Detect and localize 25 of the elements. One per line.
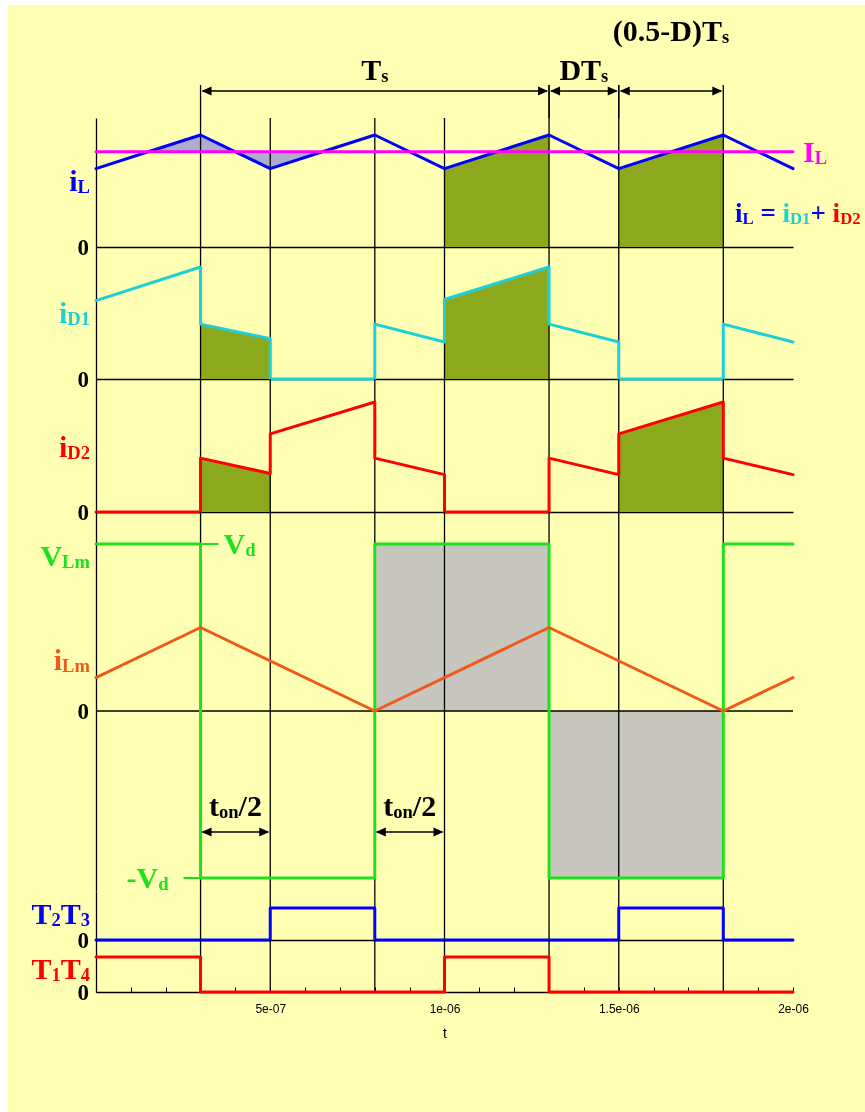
annotation: -V$_{d}$ [126, 861, 170, 894]
series-label: i$_{Lm}$ [53, 642, 91, 676]
series-label: V$_{Lm}$ [40, 539, 91, 572]
series-label: i$_{D2}$ [58, 430, 90, 463]
annotation: i$_{L}$ = i$_{D1}$+ i$_{D2}$ [735, 198, 861, 228]
ref-line-label: 0 [77, 699, 89, 724]
x-tick-label: 2e-06 [778, 1001, 810, 1016]
text: 0 [77, 367, 89, 392]
text: 0 [77, 235, 89, 260]
x-tick-label: 5e-07 [255, 1001, 287, 1016]
annotation: V$_{d}$ [223, 527, 257, 560]
text: 0 [77, 928, 89, 953]
text: DT$_{s}$ [559, 53, 609, 86]
series-label: I$_{L}$ [803, 134, 828, 168]
annotation: t$_{on}$/2 [208, 789, 262, 822]
series-label: i$_{D1}$ [58, 295, 90, 329]
x-tick-label: 1e-06 [429, 1001, 461, 1016]
x-tick-label: 1.5e-06 [598, 1001, 640, 1016]
series-label: T$_{2}$T$_{3}$ [31, 897, 90, 930]
text: 0 [77, 500, 89, 525]
x-axis-title: t [443, 1024, 448, 1041]
annotation: t$_{on}$/2 [383, 789, 437, 822]
text: T$_{s}$ [361, 53, 389, 86]
series-label: i$_{L}$ [69, 163, 90, 197]
text: (0.5-D)T$_{s}$ [612, 14, 730, 48]
